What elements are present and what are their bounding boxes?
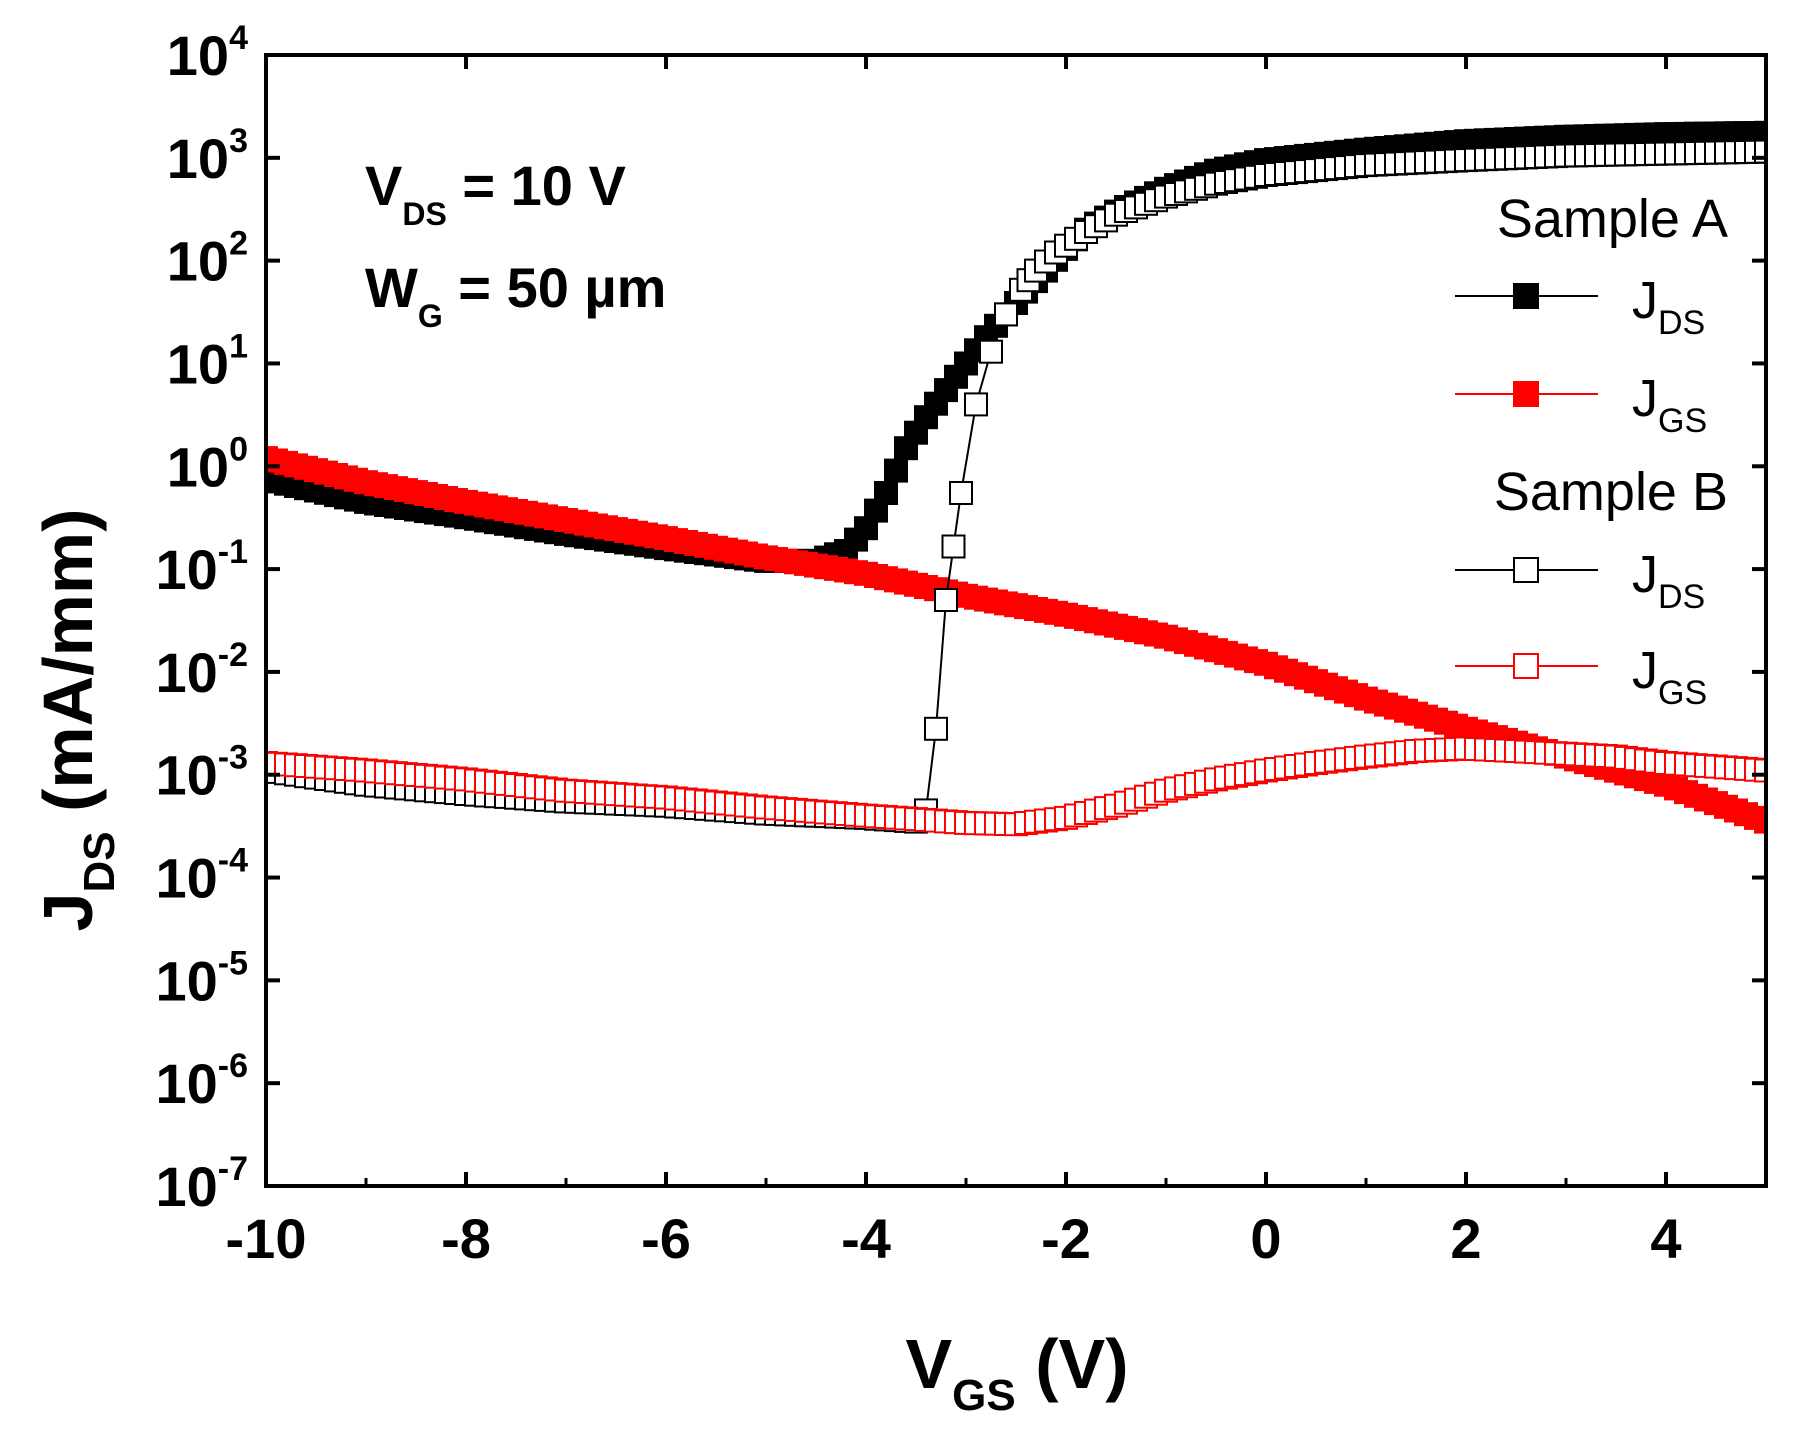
legend-label-b-jgs: JGS (1632, 642, 1707, 712)
x-axis-title: VGS (V) (905, 1325, 1128, 1420)
data-point (874, 481, 898, 505)
series-B_JGS (266, 736, 1766, 837)
data-point (979, 339, 1003, 364)
legend-group-sample-b: Sample B (1494, 462, 1728, 522)
y-tick-label: 103 (167, 122, 248, 190)
x-tick-label: -10 (226, 1207, 307, 1270)
y-tick-label: 104 (167, 19, 248, 87)
series-A_JGS (266, 446, 1766, 834)
legend-entry-b-jds: JDS (1455, 546, 1705, 616)
legend-entry-a-jgs: JGS (1455, 370, 1707, 440)
data-point (884, 458, 908, 483)
data-point (1754, 758, 1766, 783)
data-point (964, 392, 988, 417)
series-layer (266, 120, 1766, 837)
x-tick-label: 0 (1250, 1207, 1281, 1270)
y-tick-label: 10-4 (155, 842, 248, 910)
y-axis-title: JDS (mA/mm) (29, 509, 124, 932)
legend-label-a-jds: JDS (1632, 272, 1705, 342)
legend-entry-b-jgs: JGS (1455, 642, 1707, 712)
legend-label-a-jgs: JGS (1632, 370, 1707, 440)
legend-marker-b-jgs (1513, 653, 1539, 679)
y-tick-label: 100 (167, 430, 248, 498)
data-point (934, 588, 958, 612)
legend-marker-a-jgs (1513, 381, 1539, 407)
legend: Sample A JDS JGS Sample B JDS JGS (1455, 189, 1728, 712)
legend-entry-a-jds: JDS (1455, 272, 1705, 342)
axis-layer: -10 -8 -6 -4 -2 0 2 4 10-7 10-6 10-5 10-4 10-3 10-2 10… (155, 19, 1766, 1270)
data-point (949, 481, 973, 505)
legend-group-sample-a: Sample A (1497, 189, 1728, 249)
y-tick-label: 10-3 (155, 739, 248, 807)
x-tick-label: 2 (1450, 1207, 1481, 1270)
y-tick-label: 10-5 (155, 944, 248, 1012)
x-tick-label: -8 (441, 1207, 491, 1270)
y-tick-label: 10-2 (155, 636, 248, 704)
x-tick-label: -4 (841, 1207, 891, 1270)
legend-label-b-jds: JDS (1632, 546, 1705, 616)
data-point (1754, 120, 1766, 145)
x-tick-label: 4 (1650, 1207, 1681, 1270)
legend-marker-b-jds (1513, 557, 1539, 583)
y-tick-label: 10-7 (155, 1150, 248, 1218)
data-point (924, 716, 948, 741)
x-tick-label: -6 (641, 1207, 691, 1270)
y-tick-label: 101 (167, 327, 248, 395)
data-point (1754, 139, 1766, 164)
plot-frame (264, 53, 1768, 1188)
annotation-wg: WG = 50 µm (365, 256, 666, 334)
legend-marker-a-jds (1513, 283, 1539, 309)
y-tick-label: 10-1 (155, 533, 248, 601)
y-tick-label: 10-6 (155, 1047, 248, 1115)
data-point (994, 302, 1018, 327)
y-tick-label: 102 (167, 225, 248, 293)
annotation-vds: VDS = 10 V (365, 154, 626, 232)
data-point (1754, 809, 1766, 834)
data-point (941, 534, 966, 559)
annotation-layer: VDS = 10 V WG = 50 µm (365, 154, 666, 334)
x-tick-label: -2 (1041, 1207, 1091, 1270)
